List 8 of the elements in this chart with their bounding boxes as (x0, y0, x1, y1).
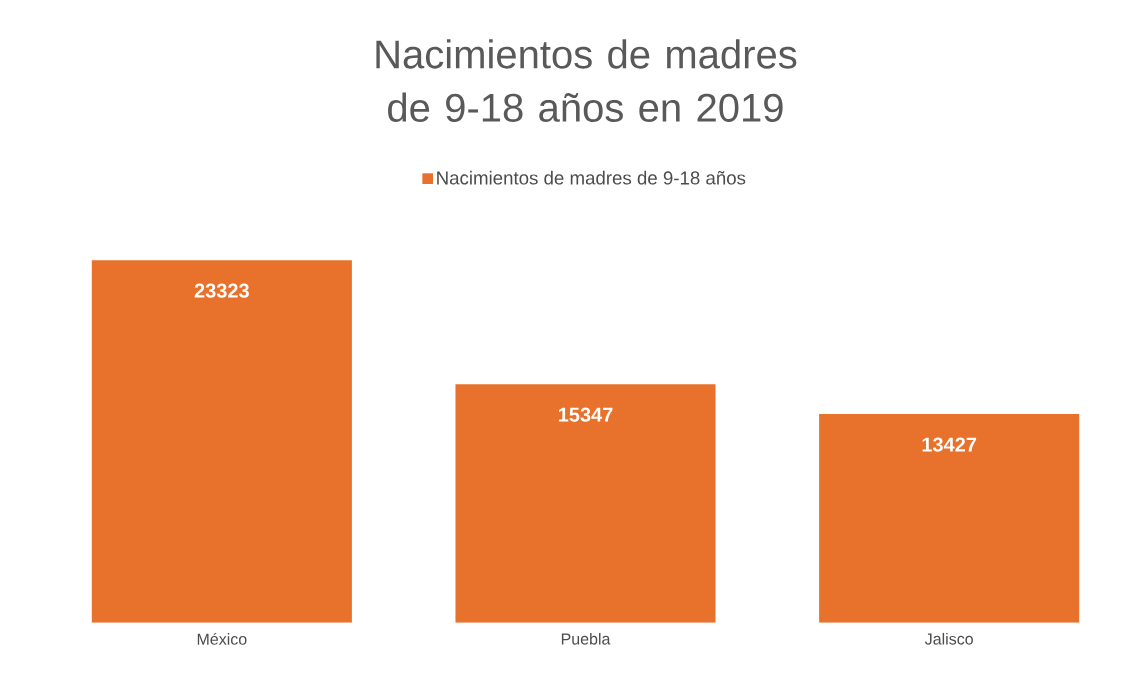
x-tick-label: México (197, 633, 247, 646)
data-label: 13427 (922, 437, 977, 452)
legend-label: Nacimientos de madres de 9-18 años (437, 171, 746, 185)
data-label: 23323 (194, 283, 249, 299)
chart-title: Nacimientos de madres de 9-18 años en 2019 (376, 39, 797, 123)
data-label: 15347 (558, 407, 613, 423)
x-tick-label: Jalisco (924, 633, 973, 645)
x-tick-label: Puebla (561, 633, 611, 645)
